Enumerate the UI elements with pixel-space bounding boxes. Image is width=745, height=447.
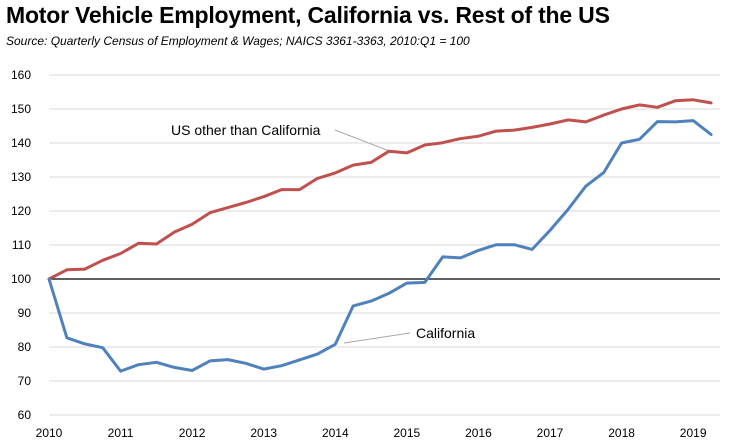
x-tick-label: 2011	[108, 426, 134, 440]
x-tick-label: 2012	[179, 426, 206, 440]
series-label-us-other-than-california: US other than California	[171, 122, 321, 138]
y-tick-label: 160	[11, 68, 31, 82]
y-tick-label: 70	[18, 374, 32, 388]
y-tick-label: 130	[11, 170, 31, 184]
chart-title: Motor Vehicle Employment, California vs.…	[6, 2, 610, 28]
series-annotations: US other than California California	[171, 122, 475, 341]
y-tick-label: 60	[18, 408, 32, 422]
x-tick-label: 2010	[36, 426, 63, 440]
leader-us	[334, 129, 393, 153]
x-tick-label: 2018	[608, 426, 635, 440]
grid-lines	[49, 74, 720, 416]
x-tick-label: 2016	[465, 426, 492, 440]
y-tick-label: 150	[11, 102, 31, 116]
x-tick-label: 2017	[537, 426, 564, 440]
x-tick-label: 2013	[250, 426, 277, 440]
y-tick-label: 80	[18, 340, 32, 354]
annotation-leaders	[334, 129, 411, 344]
y-tick-label: 110	[12, 238, 31, 252]
x-tick-label: 2019	[680, 426, 707, 440]
x-tick-label: 2015	[394, 426, 421, 440]
series-lines	[47, 98, 713, 373]
y-tick-label: 100	[11, 272, 31, 286]
y-tick-labels: 60 70 80 90 100 110 120 130 140 150 160	[11, 68, 31, 422]
y-tick-label: 140	[11, 136, 31, 150]
x-tick-labels: 2010 2011 2012 2013 2014 2015 2016 2017 2018 2019	[36, 426, 707, 440]
y-tick-label: 90	[18, 306, 32, 320]
series-label-california: California	[416, 325, 475, 341]
chart-subtitle: Source: Quarterly Census of Employment &…	[6, 34, 470, 48]
leader-california	[343, 332, 411, 344]
x-tick-label: 2014	[322, 426, 349, 440]
series-line-us-other-than-california	[47, 98, 713, 281]
y-tick-label: 120	[11, 204, 31, 218]
series-line-california	[47, 119, 713, 373]
